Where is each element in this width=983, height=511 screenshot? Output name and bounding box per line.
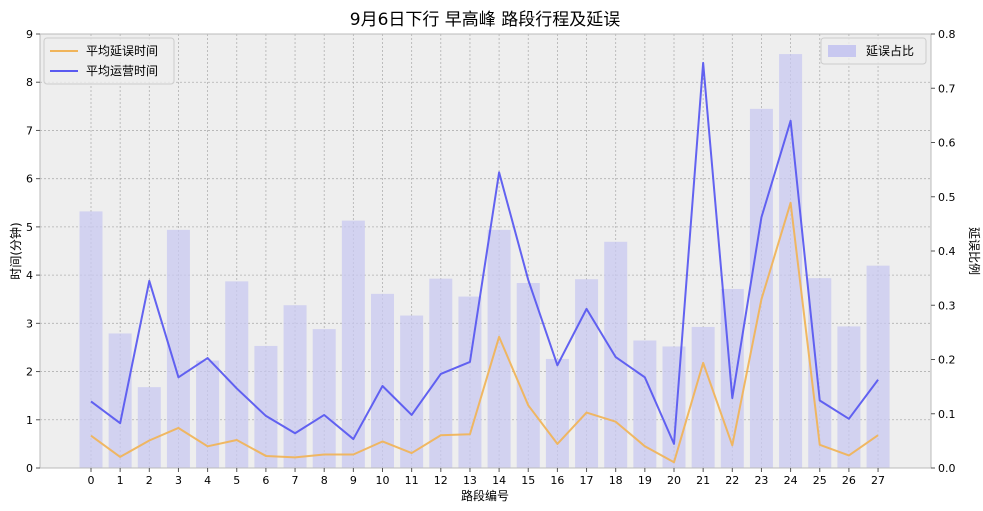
bar-delay-ratio xyxy=(283,305,307,468)
x-tick-label: 8 xyxy=(321,474,328,487)
bar-delay-ratio xyxy=(604,241,628,468)
y-tick-label-right: 0.8 xyxy=(938,28,956,41)
y-tick-label-left: 7 xyxy=(26,124,33,137)
line-legend: 平均延误时间 平均运营时间 xyxy=(43,37,175,85)
bar-delay-ratio xyxy=(254,345,278,468)
y-tick-label-left: 8 xyxy=(26,76,33,89)
x-tick-label: 5 xyxy=(233,474,240,487)
x-tick-label: 17 xyxy=(580,474,594,487)
x-tick-label: 18 xyxy=(609,474,623,487)
x-tick-label: 27 xyxy=(871,474,885,487)
bar-delay-ratio xyxy=(837,326,861,468)
x-axis-label: 路段编号 xyxy=(461,488,509,503)
x-tick-label: 2 xyxy=(146,474,153,487)
x-tick-label: 16 xyxy=(550,474,564,487)
bar-delay-ratio xyxy=(225,281,249,468)
x-tick-label: 26 xyxy=(842,474,856,487)
bar-delay-ratio xyxy=(371,293,394,468)
x-tick-label: 9 xyxy=(350,474,357,487)
bar-delay-ratio xyxy=(749,108,773,469)
x-tick-label: 20 xyxy=(667,474,681,487)
x-tick-label: 21 xyxy=(696,474,710,487)
y-tick-label-right: 0.1 xyxy=(938,408,956,421)
bar-delay-ratio xyxy=(633,340,657,468)
x-tick-label: 11 xyxy=(405,474,419,487)
y-tick-label-left: 9 xyxy=(26,28,33,41)
bar-delay-ratio xyxy=(458,296,482,468)
x-tick-label: 15 xyxy=(521,474,535,487)
y-tick-label-right: 0.5 xyxy=(938,191,956,204)
y-tick-label-left: 3 xyxy=(26,317,33,330)
bar-delay-ratio xyxy=(545,358,569,468)
bar-delay-ratio xyxy=(808,278,832,468)
line-series xyxy=(90,61,879,464)
y-tick-label-left: 6 xyxy=(26,173,33,186)
x-tick-label: 24 xyxy=(784,474,798,487)
x-tick-label: 22 xyxy=(725,474,739,487)
y-tick-label-right: 0.7 xyxy=(938,82,956,95)
y-tick-label-right: 0.2 xyxy=(938,354,956,367)
bar-delay-ratio xyxy=(137,387,161,468)
x-tick-label: 13 xyxy=(463,474,477,487)
y-tick-label-right: 0.6 xyxy=(938,137,956,150)
legend-label-ratio: 延误占比 xyxy=(866,43,914,58)
y-tick-label-left: 4 xyxy=(26,269,33,282)
bar-legend-box xyxy=(820,37,927,65)
x-tick-label: 19 xyxy=(638,474,652,487)
bar-legend: 延误占比 xyxy=(820,37,927,65)
x-tick-label: 7 xyxy=(292,474,299,487)
bar-delay-ratio xyxy=(341,220,365,468)
x-tick-label: 12 xyxy=(434,474,448,487)
line-avg-operation-time xyxy=(90,61,879,445)
x-tick-label: 4 xyxy=(204,474,211,487)
bar-delay-ratio xyxy=(166,229,190,468)
bar-delay-ratio xyxy=(516,283,540,468)
x-tick-label: 6 xyxy=(262,474,269,487)
y-tick-label-right: 0.4 xyxy=(938,245,956,258)
x-tick-label: 25 xyxy=(813,474,827,487)
y-tick-label-right: 0.0 xyxy=(938,462,956,475)
bar-delay-ratio xyxy=(779,54,803,468)
bar-delay-ratio xyxy=(662,346,686,468)
bar-delay-ratio xyxy=(866,265,890,468)
bar-delay-ratio xyxy=(691,326,715,468)
legend-label-delay: 平均延误时间 xyxy=(86,44,158,58)
line-legend-box xyxy=(43,37,175,85)
y-axis-label-right: 延误比例 xyxy=(967,227,981,275)
bar-delay-ratio xyxy=(400,315,424,468)
bar-delay-ratio xyxy=(108,333,132,468)
x-tick-label: 0 xyxy=(88,474,95,487)
legend-label-operation: 平均运营时间 xyxy=(86,64,158,78)
y-tick-label-right: 0.3 xyxy=(938,299,956,312)
line-avg-delay-time xyxy=(90,201,879,464)
y-axis-label-left: 时间(分钟) xyxy=(8,222,23,279)
x-tick-label: 23 xyxy=(754,474,768,487)
x-tick-label: 10 xyxy=(376,474,390,487)
y-tick-label-left: 5 xyxy=(26,221,33,234)
x-tick-label: 14 xyxy=(492,474,506,487)
bar-delay-ratio xyxy=(79,211,103,468)
bar-delay-ratio xyxy=(487,229,511,468)
y-tick-label-left: 1 xyxy=(26,414,33,427)
chart-title: 9月6日下行 早高峰 路段行程及延误 xyxy=(350,10,620,30)
bar-delay-ratio xyxy=(196,360,220,468)
x-tick-label: 3 xyxy=(175,474,182,487)
bar-delay-ratio xyxy=(575,279,599,468)
y-tick-label-left: 2 xyxy=(26,366,33,379)
y-tick-label-left: 0 xyxy=(26,462,33,475)
x-tick-label: 1 xyxy=(117,474,124,487)
bar-delay-ratio xyxy=(312,329,336,468)
legend-swatch-ratio xyxy=(828,45,856,57)
